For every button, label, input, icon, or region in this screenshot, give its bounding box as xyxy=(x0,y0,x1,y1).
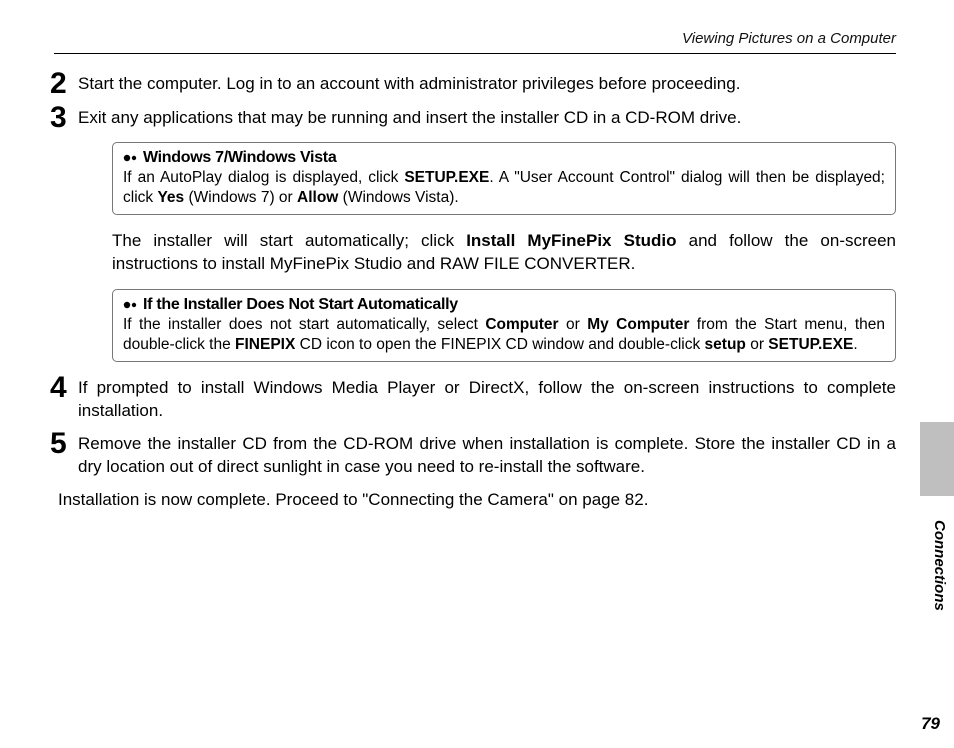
step-number: 5 xyxy=(50,432,78,456)
note-title-text: If the Installer Does Not Start Automati… xyxy=(143,296,458,313)
bubble-icon xyxy=(123,295,139,315)
steps-list: 2 Start the computer. Log in to an accou… xyxy=(30,72,896,478)
note-body: If the installer does not start automati… xyxy=(123,315,885,355)
note-text: or xyxy=(746,336,768,353)
side-tab xyxy=(920,422,954,496)
closing-paragraph: Installation is now complete. Proceed to… xyxy=(58,488,896,511)
note-bold: setup xyxy=(705,336,746,353)
note-title: Windows 7/Windows Vista xyxy=(123,148,885,168)
note-windows7-vista: Windows 7/Windows Vista If an AutoPlay d… xyxy=(112,142,896,215)
step-number: 4 xyxy=(50,376,78,400)
note-bold: SETUP.EXE xyxy=(768,336,853,353)
note-bold: Allow xyxy=(297,189,338,206)
step-4: 4 If prompted to install Windows Media P… xyxy=(30,376,896,422)
note-text: or xyxy=(559,316,588,333)
bubble-icon xyxy=(123,148,139,168)
header-title: Viewing Pictures on a Computer xyxy=(682,30,896,47)
note-text: If the installer does not start automati… xyxy=(123,316,485,333)
installer-start-paragraph: The installer will start automatically; … xyxy=(112,229,896,275)
note-bold: SETUP.EXE xyxy=(404,169,489,186)
step-5: 5 Remove the installer CD from the CD-RO… xyxy=(30,432,896,478)
step-text: Start the computer. Log in to an account… xyxy=(78,72,896,95)
note-text: (Windows Vista). xyxy=(338,189,458,206)
note-text: CD icon to open the FINEPIX CD window an… xyxy=(295,336,704,353)
note-title-text: Windows 7/Windows Vista xyxy=(143,149,336,166)
manual-page: Viewing Pictures on a Computer 2 Start t… xyxy=(0,0,954,748)
note-text: . xyxy=(853,336,857,353)
note-bold: Yes xyxy=(157,189,184,206)
note-bold: Computer xyxy=(485,316,558,333)
step-3: 3 Exit any applications that may be runn… xyxy=(30,106,896,130)
step-number: 3 xyxy=(50,106,78,130)
note-bold: FINEPIX xyxy=(235,336,295,353)
step-text: If prompted to install Windows Media Pla… xyxy=(78,376,896,422)
page-number: 79 xyxy=(921,714,940,734)
note-bold: My Computer xyxy=(587,316,689,333)
note-installer-not-start: If the Installer Does Not Start Automati… xyxy=(112,289,896,362)
note-body: If an AutoPlay dialog is displayed, clic… xyxy=(123,168,885,208)
step-number: 2 xyxy=(50,72,78,96)
note-text: (Windows 7) or xyxy=(184,189,297,206)
para-text: The installer will start automatically; … xyxy=(112,231,466,250)
note-title: If the Installer Does Not Start Automati… xyxy=(123,295,885,315)
note-text: If an AutoPlay dialog is displayed, clic… xyxy=(123,169,404,186)
para-bold: Install MyFinePix Studio xyxy=(466,231,676,250)
section-label: Connections xyxy=(926,500,948,630)
step-text: Remove the installer CD from the CD-ROM … xyxy=(78,432,896,478)
step-text: Exit any applications that may be runnin… xyxy=(78,106,896,129)
step-2: 2 Start the computer. Log in to an accou… xyxy=(30,72,896,96)
page-header: Viewing Pictures on a Computer xyxy=(54,30,896,54)
